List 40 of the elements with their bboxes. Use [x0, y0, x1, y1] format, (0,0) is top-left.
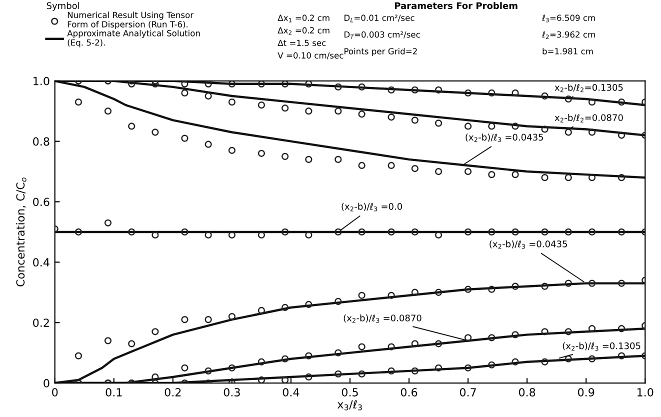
x-tick-label: 0.3 [224, 388, 240, 396]
text: b=1.981 cm [542, 48, 593, 54]
text: V =0.10 cm/sec [278, 52, 344, 60]
y-tick-label: 0.8 [33, 137, 50, 146]
text: Δx$_{2}$ =0.2 cm [278, 27, 330, 35]
text: Points per Grid=2 [344, 48, 417, 56]
legend-label: Numerical Result Using Tensor Form of Dispersion (Run T-6). [68, 12, 194, 30]
annotation: (x$_{2}$-b)/ℓ$_{3}$ =0.0 [342, 202, 402, 212]
text: Δt =1.5 sec [278, 40, 326, 46]
annotation: (x$_{2}$-b)/ℓ$_{3}$ =0.0435 [466, 134, 544, 142]
annotation: (x$_{2}$-b)/ℓ$_{3}$ =0.1305 [562, 342, 640, 351]
x-tick-label: 0 [52, 388, 58, 396]
text: ℓ$_{3}$=6.509 cm [542, 14, 595, 22]
text: ℓ$_{2}$=3.962 cm [542, 31, 595, 39]
y-tick-label: 0.6 [33, 198, 50, 206]
y-tick-label: 0.2 [33, 318, 49, 327]
y-tick-label: 0.4 [33, 258, 50, 267]
x-tick-label: 0.8 [518, 388, 536, 396]
annotation: (x$_{2}$-b)/ℓ$_{3}$ =0.0435 [490, 240, 567, 249]
x-tick-label: 0.5 [342, 388, 358, 396]
annotation: (x$_{2}$-b)/ℓ$_{3}$ =0.0870 [344, 314, 422, 323]
text: Δx$_{1}$ =0.2 cm [278, 14, 330, 22]
annotation: x$_{2}$-b/ℓ$_{2}$=0.1305 [554, 84, 623, 92]
x-tick-label: 1.0 [638, 388, 654, 396]
x-tick-label: 0.6 [400, 388, 418, 396]
x-tick-label: 0.7 [460, 388, 476, 396]
x-axis-title: x$_{3}$/ℓ$_{3}$ [337, 400, 362, 410]
x-tick-label: 0.9 [578, 388, 594, 396]
x-tick-label: 0.4 [282, 388, 300, 396]
x-tick-label: 0.1 [106, 388, 122, 396]
annotation: x$_{2}$-b/ℓ$_{2}$=0.0870 [554, 114, 623, 122]
y-axis-title: Concentration, C/C$_{o}$ [16, 178, 26, 286]
text: D$_{T}$=0.003 cm²/sec [344, 31, 420, 39]
x-tick-label: 0.2 [164, 388, 181, 396]
text: Parameters For Problem [394, 2, 518, 10]
y-tick-label: 0 [44, 378, 50, 388]
legend-title: Symbol [46, 2, 80, 11]
legend-label: Approximate Analytical Solution (Eq. 5-2). [67, 30, 200, 48]
y-tick-label: 1.0 [34, 76, 50, 86]
text: D$_{L}$=0.01 cm²/sec [344, 14, 414, 22]
